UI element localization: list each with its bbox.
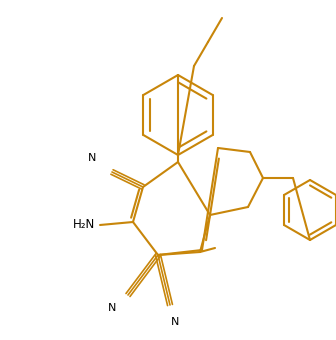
Text: H₂N: H₂N <box>73 219 95 232</box>
Text: N: N <box>88 153 96 163</box>
Text: N: N <box>108 303 116 313</box>
Text: N: N <box>171 317 179 327</box>
